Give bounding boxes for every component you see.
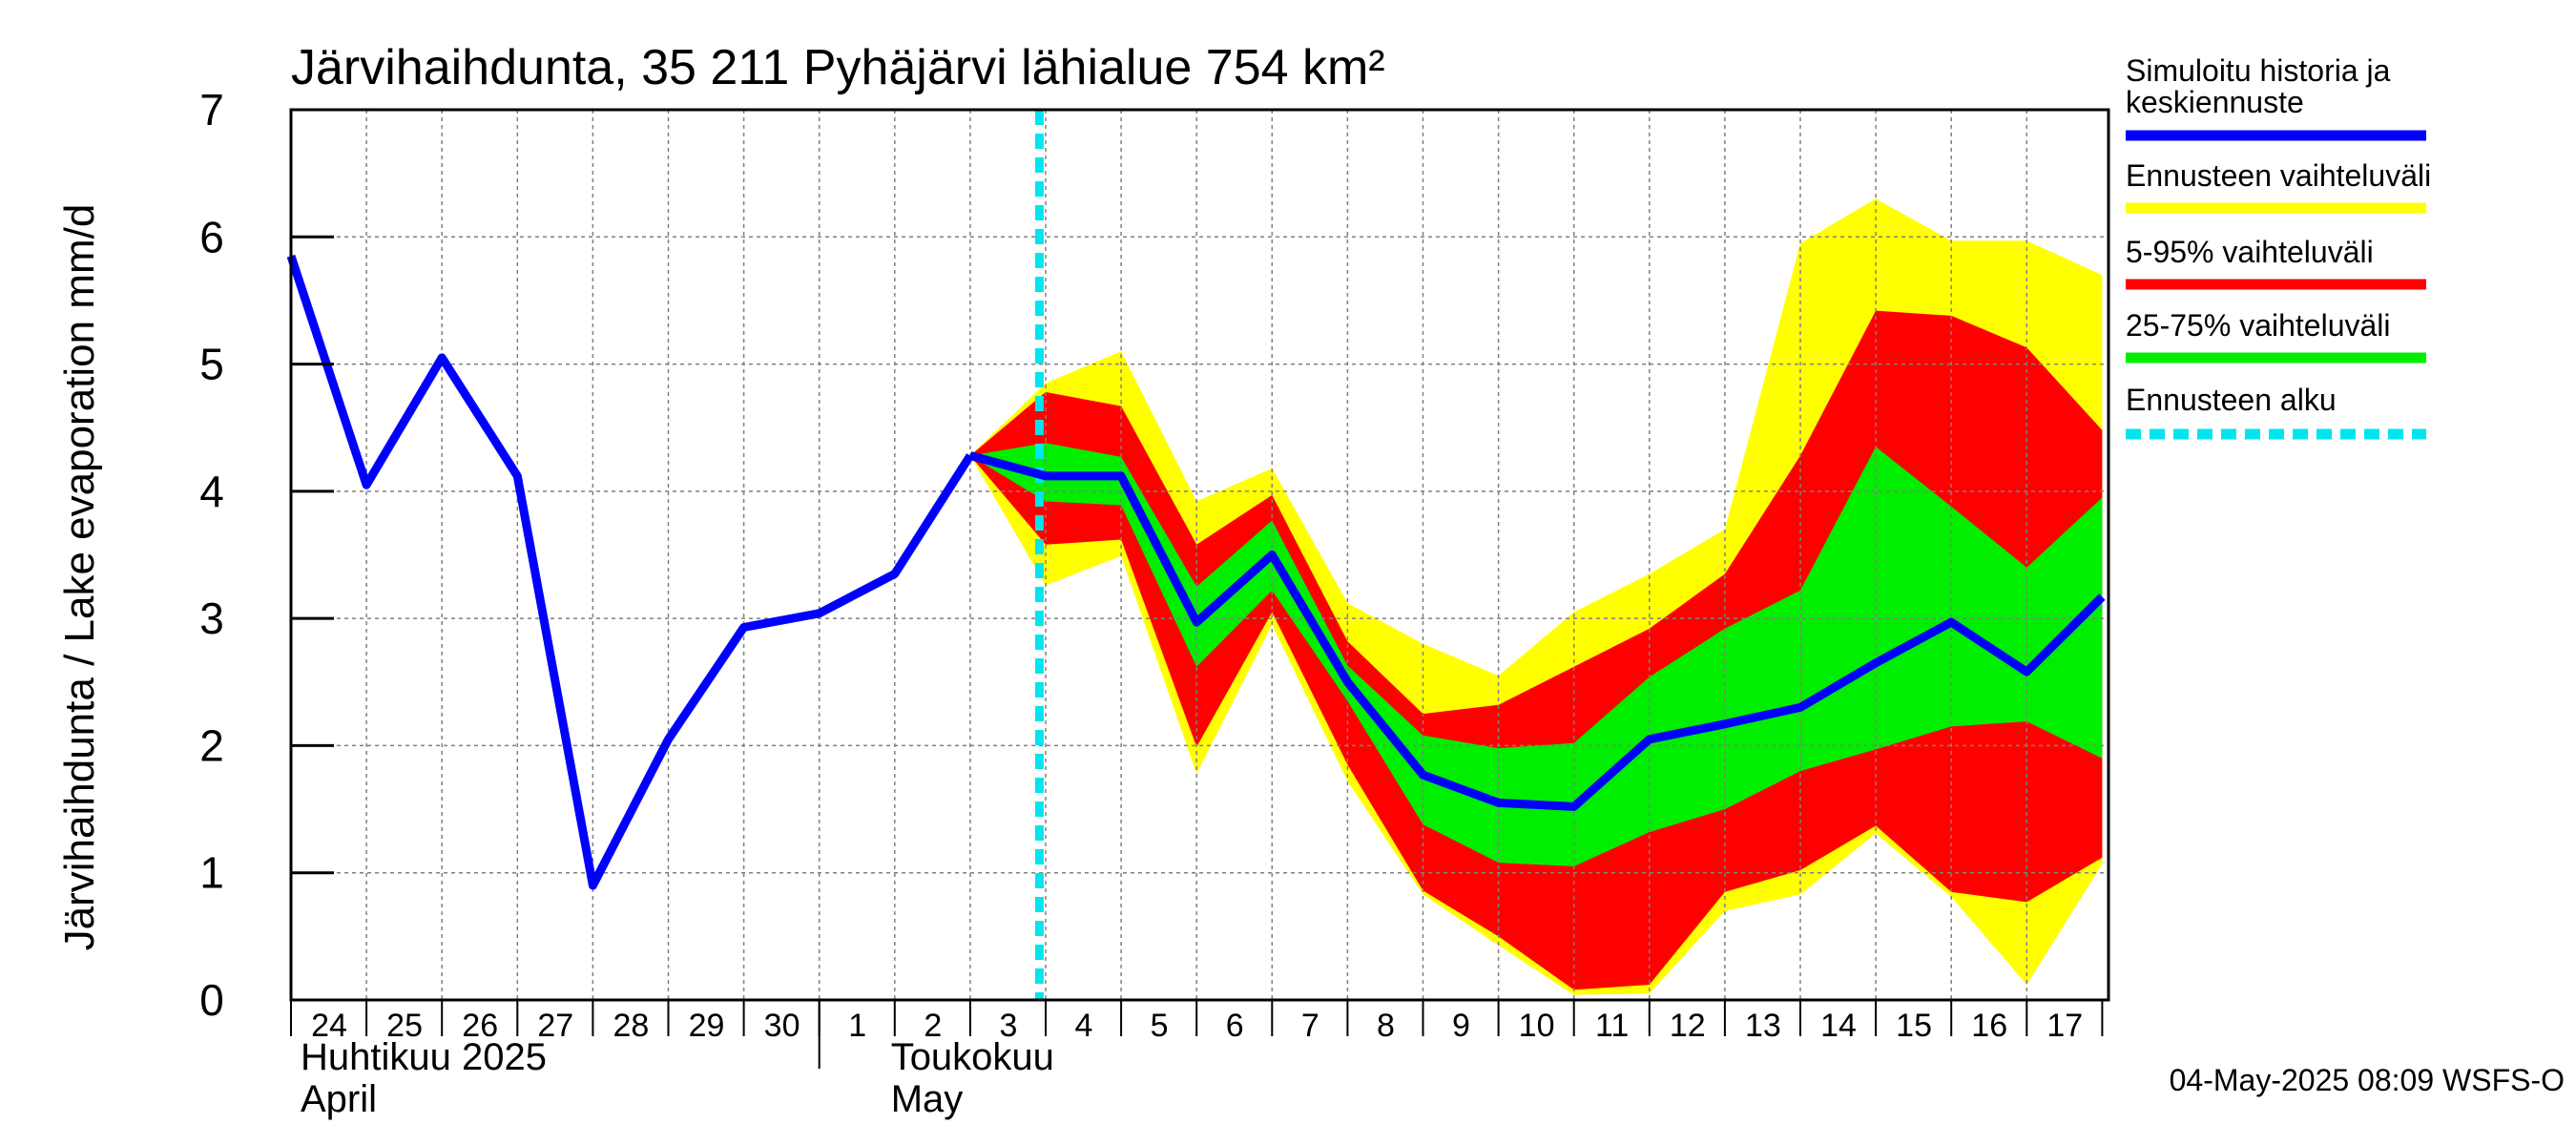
x-tick-label: 9 [1452, 1008, 1470, 1044]
x-tick-label: 13 [1745, 1008, 1781, 1044]
x-tick-label: 17 [2046, 1008, 2083, 1044]
band-2 [969, 310, 2103, 990]
legend-label: 25-75% vaihteluväli [2126, 308, 2391, 343]
timestamp-footer: 04-May-2025 08:09 WSFS-O [2170, 1063, 2565, 1097]
x-tick-label: 15 [1896, 1008, 1932, 1044]
x-tick-label: 10 [1519, 1008, 1555, 1044]
y-tick-label: 7 [199, 85, 224, 135]
y-tick-labels: 0 1 2 3 4 5 6 7 [199, 85, 224, 1025]
series-lines [286, 110, 2106, 1000]
x-tick-label: 2 [924, 1008, 942, 1044]
y-tick-label: 6 [199, 212, 224, 261]
grid-lines [291, 109, 2109, 1000]
legend-label: Ennusteen vaihteluväli [2126, 158, 2431, 193]
x-tick-label: 7 [1301, 1008, 1319, 1044]
x-tick-label: 14 [1820, 1008, 1857, 1044]
x-tick-label: 26 [462, 1008, 498, 1044]
x-tick-label: 3 [999, 1008, 1017, 1044]
x-tick-label: 16 [1971, 1008, 2007, 1044]
x-tick-label: 30 [764, 1008, 800, 1044]
y-tick-label: 0 [199, 975, 224, 1025]
x-tick-labels: 24 25 26 27 28 29 30 1 2 3 4 5 6 7 8 9 10 11 12 13 14 15 16 17 [311, 1008, 2083, 1044]
x-tick-label: 12 [1670, 1008, 1706, 1044]
legend-label: Simuloitu historia ja [2126, 53, 2391, 88]
chart-title: Järvihaihdunta, 35 211 Pyhäjärvi lähialu… [291, 40, 1385, 95]
legend-label: keskiennuste [2126, 85, 2304, 119]
y-tick-label: 3 [199, 593, 224, 643]
x-tick-label: 29 [689, 1008, 725, 1044]
plot-frame [289, 108, 2110, 1002]
month-label-fi: Toukokuu [891, 1036, 1054, 1078]
band-3 [969, 443, 2103, 866]
x-tick-label: 27 [537, 1008, 573, 1044]
axes [289, 108, 2110, 1069]
history-line [286, 254, 974, 890]
y-tick-label: 4 [199, 467, 224, 516]
x-tick-label: 25 [386, 1008, 423, 1044]
y-tick-label: 5 [199, 340, 224, 389]
x-tick-label: 24 [311, 1008, 347, 1044]
x-tick-label: 4 [1075, 1008, 1093, 1044]
legend-label: 5-95% vaihteluväli [2126, 235, 2374, 269]
y-tick-label: 2 [199, 720, 224, 770]
x-tick-label: 6 [1226, 1008, 1244, 1044]
x-tick-label: 11 [1595, 1008, 1629, 1044]
x-tick-label: 5 [1151, 1008, 1169, 1044]
x-tick-label: 28 [613, 1008, 649, 1044]
month-label-en: May [891, 1078, 964, 1120]
median-forecast-line [968, 451, 2106, 811]
y-axis-label: Järvihaihdunta / Lake evaporation mm/d [56, 204, 103, 951]
x-tick-label: 1 [848, 1008, 866, 1044]
x-tick-label: 8 [1377, 1008, 1395, 1044]
forecast-bands [969, 198, 2103, 995]
legend-label: Ennusteen alku [2126, 383, 2337, 417]
month-label-en: April [301, 1078, 377, 1120]
y-tick-label: 1 [199, 848, 224, 898]
month-label-fi: Huhtikuu 2025 [301, 1036, 547, 1078]
